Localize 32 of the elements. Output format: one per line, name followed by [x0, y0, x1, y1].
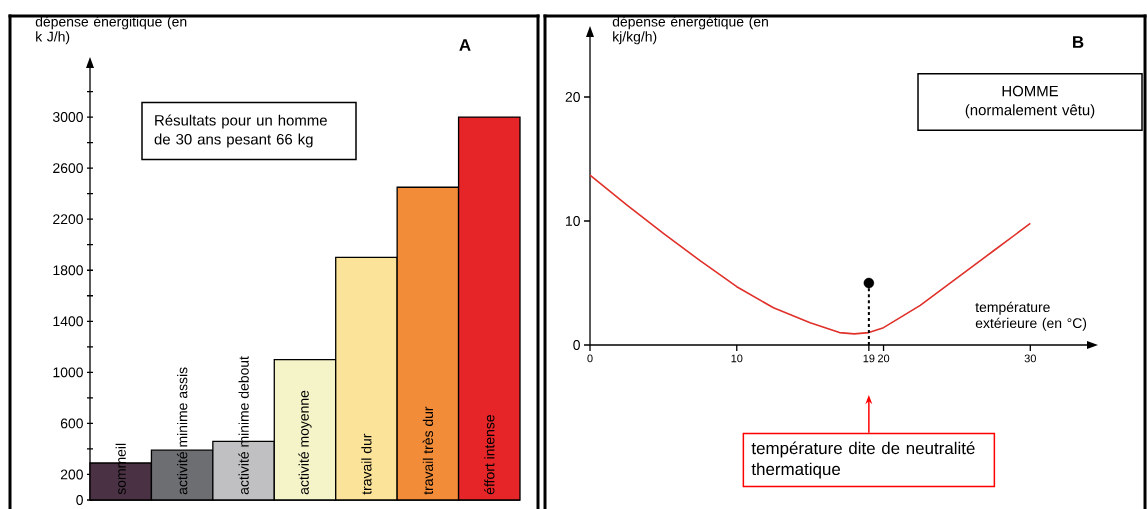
x-tick-label: 0	[587, 354, 593, 363]
chart-title: A	[459, 39, 471, 51]
y-tick-label: 1400	[53, 316, 83, 327]
x-tick-label: travail très dur	[422, 406, 434, 495]
y-tick-label: 10	[566, 216, 580, 226]
y-tick-label: 0	[573, 340, 580, 350]
annotation: HOMME	[1002, 85, 1059, 97]
y-tick-label: 200	[60, 469, 83, 480]
x-tick-label: 30	[1024, 354, 1036, 363]
y-axis-title: dépense énergitique (en k J/h)	[35, 16, 187, 45]
x-tick-label: activité minime assis	[176, 367, 188, 495]
y-tick-label: 600	[60, 418, 83, 429]
y-tick-label: 1800	[53, 265, 83, 276]
x-tick-label: activité moyenne	[298, 390, 312, 495]
chart-title: B	[1073, 36, 1084, 48]
x-tick-label: travail dur	[361, 433, 372, 495]
x-tick-label: sommeil	[115, 443, 126, 495]
y-tick-label: 2200	[53, 214, 83, 225]
x-tick-label: 10	[731, 354, 743, 363]
x-tick-label: 20	[877, 354, 890, 363]
annotation: (normalement vêtu)	[965, 104, 1095, 119]
y-tick-label: 2600	[53, 163, 83, 174]
x-tick-label: 19	[863, 354, 875, 363]
y-tick-label: 1000	[53, 367, 83, 378]
y-tick-label: 0	[76, 495, 83, 505]
y-tick-label: 3000	[52, 112, 83, 122]
x-tick-label: éffort intense	[484, 415, 495, 495]
annotation: Résultats pour un homme de 30 ans pesant 66 kg	[154, 114, 327, 148]
y-tick-label: 20	[565, 92, 580, 102]
x-axis-title: température extérieure (en °C)	[975, 301, 1087, 331]
y-axis-title: dépense énergétique (en kj/kg/h)	[612, 16, 768, 45]
text: température dite de neutralité thermatique	[751, 441, 975, 479]
